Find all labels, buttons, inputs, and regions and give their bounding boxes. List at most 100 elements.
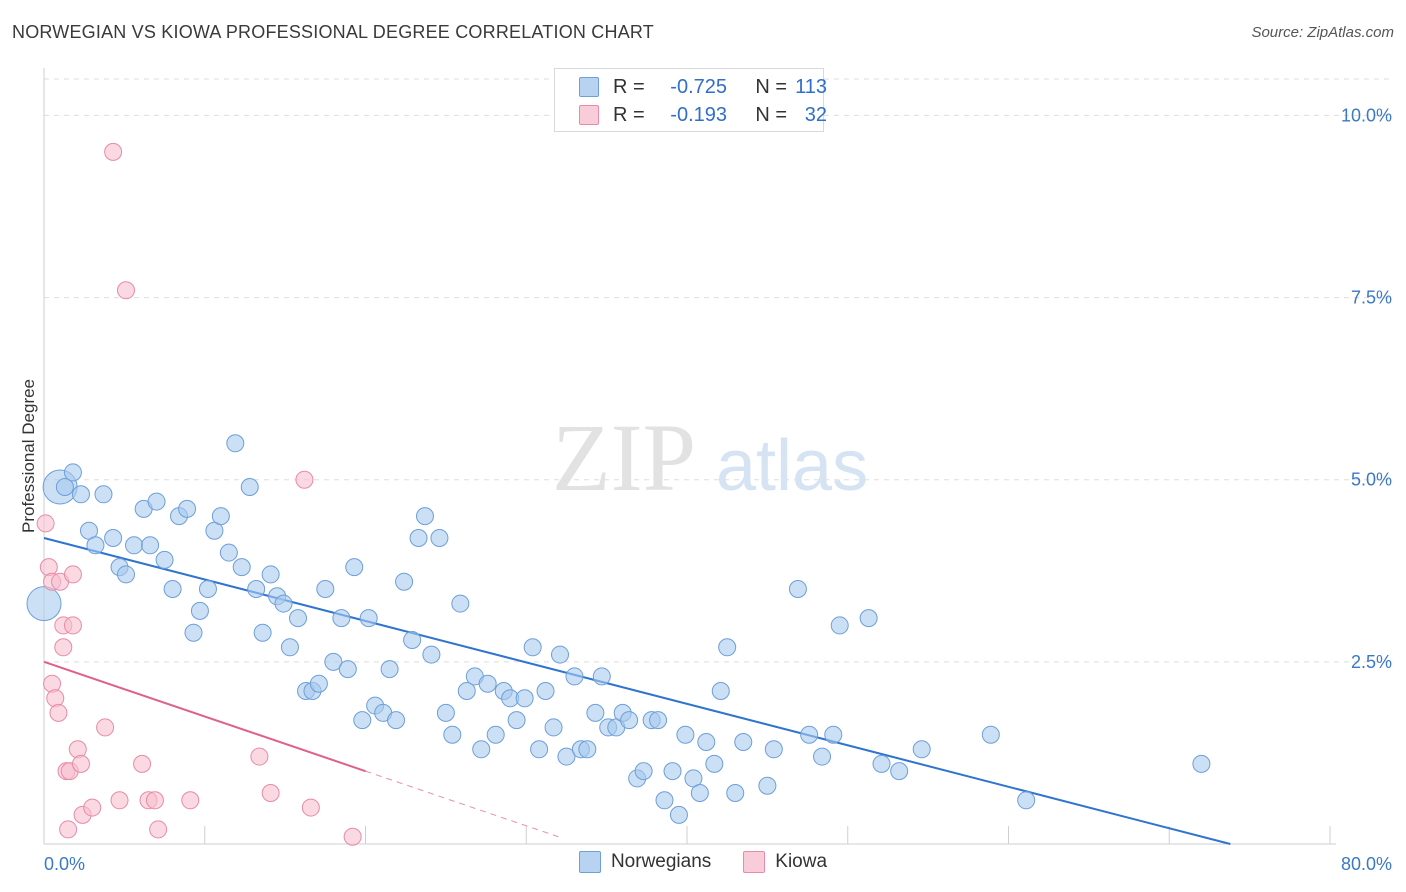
norwegian-point: [227, 435, 244, 452]
kiowa-point: [105, 143, 122, 160]
kiowa-point: [69, 741, 86, 758]
norwegian-point: [831, 617, 848, 634]
norwegian-point: [473, 741, 490, 758]
norwegian-point: [579, 741, 596, 758]
norwegian-point: [212, 508, 229, 525]
norwegian-point: [719, 639, 736, 656]
kiowa-point: [146, 792, 163, 809]
norwegians-swatch: [579, 851, 601, 873]
norwegian-point: [735, 734, 752, 751]
norwegian-point: [388, 712, 405, 729]
r-label: R =: [613, 76, 647, 99]
n-label: N =: [739, 76, 787, 99]
kiowa-swatch: [579, 105, 599, 125]
norwegian-point: [479, 675, 496, 692]
norwegian-point: [310, 675, 327, 692]
norwegian-point: [72, 486, 89, 503]
r-value: -0.725: [647, 76, 727, 99]
n-value: 32: [787, 104, 827, 127]
norwegian-point: [982, 726, 999, 743]
norwegian-point: [566, 668, 583, 685]
norwegian-point: [508, 712, 525, 729]
norwegian-point: [545, 719, 562, 736]
kiowa-point: [50, 704, 67, 721]
norwegian-point: [254, 624, 271, 641]
norwegian-point: [64, 464, 81, 481]
n-value: 113: [787, 76, 827, 99]
norwegians-swatch: [579, 77, 599, 97]
trend-lines: [44, 538, 1230, 844]
norwegian-point: [410, 530, 427, 547]
y-tick-label: 2.5%: [1351, 652, 1392, 672]
norwegian-point: [516, 690, 533, 707]
norwegian-point: [814, 748, 831, 765]
norwegian-point: [650, 712, 667, 729]
norwegian-point: [156, 551, 173, 568]
kiowa-point: [302, 799, 319, 816]
norwegian-point: [404, 632, 421, 649]
scatter-chart: ZIP atlas 2.5%5.0%7.5%10.0%0.0% 80.0% Pro…: [0, 0, 1406, 892]
norwegian-point: [537, 683, 554, 700]
norwegian-point: [381, 661, 398, 678]
norwegian-point: [27, 587, 61, 621]
legend-label-norwegians: Norwegians: [611, 851, 711, 873]
kiowa-point: [44, 675, 61, 692]
norwegian-point: [444, 726, 461, 743]
kiowa-point: [117, 282, 134, 299]
norwegian-point: [360, 610, 377, 627]
norwegian-point: [87, 537, 104, 554]
kiowa-point: [60, 821, 77, 838]
norwegian-point: [105, 530, 122, 547]
norwegian-point: [712, 683, 729, 700]
norwegian-point: [698, 734, 715, 751]
norwegian-point: [199, 581, 216, 598]
norwegian-point: [913, 741, 930, 758]
norwegian-point: [825, 726, 842, 743]
norwegians-trend-line: [44, 538, 1230, 844]
norwegian-point: [416, 508, 433, 525]
norwegian-point: [346, 559, 363, 576]
norwegian-point: [452, 595, 469, 612]
kiowa-point: [182, 792, 199, 809]
kiowa-point: [40, 559, 57, 576]
norwegian-point: [860, 610, 877, 627]
norwegian-point: [531, 741, 548, 758]
kiowa-point: [47, 690, 64, 707]
norwegian-point: [289, 610, 306, 627]
norwegian-point: [248, 581, 265, 598]
watermark-atlas: atlas: [716, 426, 868, 506]
norwegian-point: [262, 566, 279, 583]
r-value: -0.193: [647, 104, 727, 127]
kiowa-point: [55, 639, 72, 656]
legend-item-kiowa[interactable]: Kiowa: [743, 851, 827, 873]
y-tick-label: 10.0%: [1341, 105, 1392, 125]
norwegian-point: [431, 530, 448, 547]
kiowa-point: [134, 755, 151, 772]
norwegian-point: [354, 712, 371, 729]
norwegian-point: [220, 544, 237, 561]
norwegian-point: [552, 646, 569, 663]
norwegian-point: [587, 704, 604, 721]
kiowa-point: [296, 471, 313, 488]
kiowa-point: [84, 799, 101, 816]
norwegian-point: [635, 763, 652, 780]
series-legend: Norwegians Kiowa: [0, 851, 1406, 873]
norwegian-point: [396, 573, 413, 590]
norwegian-point: [241, 479, 258, 496]
norwegian-point: [126, 537, 143, 554]
norwegian-point: [593, 668, 610, 685]
legend-label-kiowa: Kiowa: [775, 851, 827, 873]
norwegian-point: [95, 486, 112, 503]
norwegian-point: [423, 646, 440, 663]
norwegian-point: [706, 755, 723, 772]
legend-item-norwegians[interactable]: Norwegians: [579, 851, 711, 873]
kiowa-point: [150, 821, 167, 838]
r-label: R =: [613, 104, 647, 127]
kiowa-swatch: [743, 851, 765, 873]
norwegian-point: [664, 763, 681, 780]
norwegian-point: [801, 726, 818, 743]
correlation-legend: R = -0.725 N = 113 R = -0.193 N = 32: [554, 68, 824, 132]
norwegian-point: [148, 493, 165, 510]
kiowa-point: [111, 792, 128, 809]
norwegian-point: [487, 726, 504, 743]
